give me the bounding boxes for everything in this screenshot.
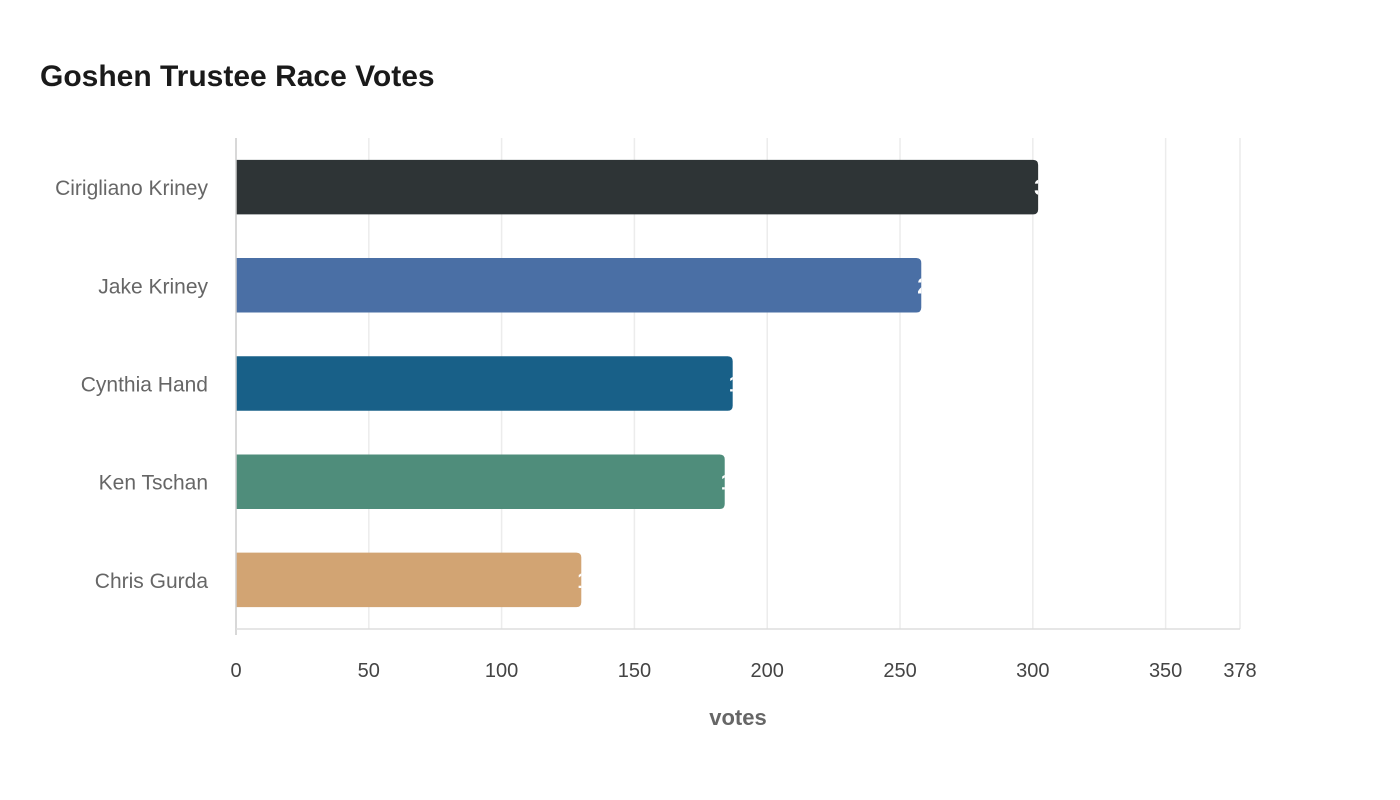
x-tick-labels: 0 50 100 150 200 250 300 350 378 <box>230 660 1256 682</box>
x-tick-label: 300 <box>1016 660 1049 682</box>
category-labels: Cirigliano Kriney Jake Kriney Cynthia Hand… <box>55 177 208 593</box>
x-tick-label: 250 <box>883 660 916 682</box>
bar <box>236 356 733 411</box>
category-label: Cynthia Hand <box>81 374 208 397</box>
bar-value-label: 187 <box>729 372 766 397</box>
x-tick-label: 200 <box>751 660 784 682</box>
bar <box>236 159 1039 215</box>
bar-value-label: 184 <box>721 470 758 495</box>
x-tick-label: 100 <box>485 660 518 682</box>
x-tick-label: 350 <box>1149 660 1182 682</box>
x-tick-label: 150 <box>618 660 651 682</box>
value-labels: 302 258 187 184 130 <box>577 175 1071 593</box>
bar <box>236 454 725 509</box>
bar-value-label: 302 <box>1034 175 1071 200</box>
x-tick-label: 0 <box>230 660 241 682</box>
category-label: Jake Kriney <box>98 275 208 298</box>
x-tick-label: 378 <box>1223 660 1256 682</box>
x-axis-title: votes <box>709 705 766 730</box>
category-label: Ken Tschan <box>99 472 208 495</box>
category-label: Cirigliano Kriney <box>55 177 208 200</box>
x-tick-label: 50 <box>358 660 380 682</box>
bars <box>236 159 1039 608</box>
bar-value-label: 130 <box>577 568 614 593</box>
bar-value-label: 258 <box>917 273 954 298</box>
bar <box>236 258 922 313</box>
bar <box>236 552 582 608</box>
category-label: Chris Gurda <box>95 570 209 593</box>
chart-title: Goshen Trustee Race Votes <box>40 60 435 93</box>
